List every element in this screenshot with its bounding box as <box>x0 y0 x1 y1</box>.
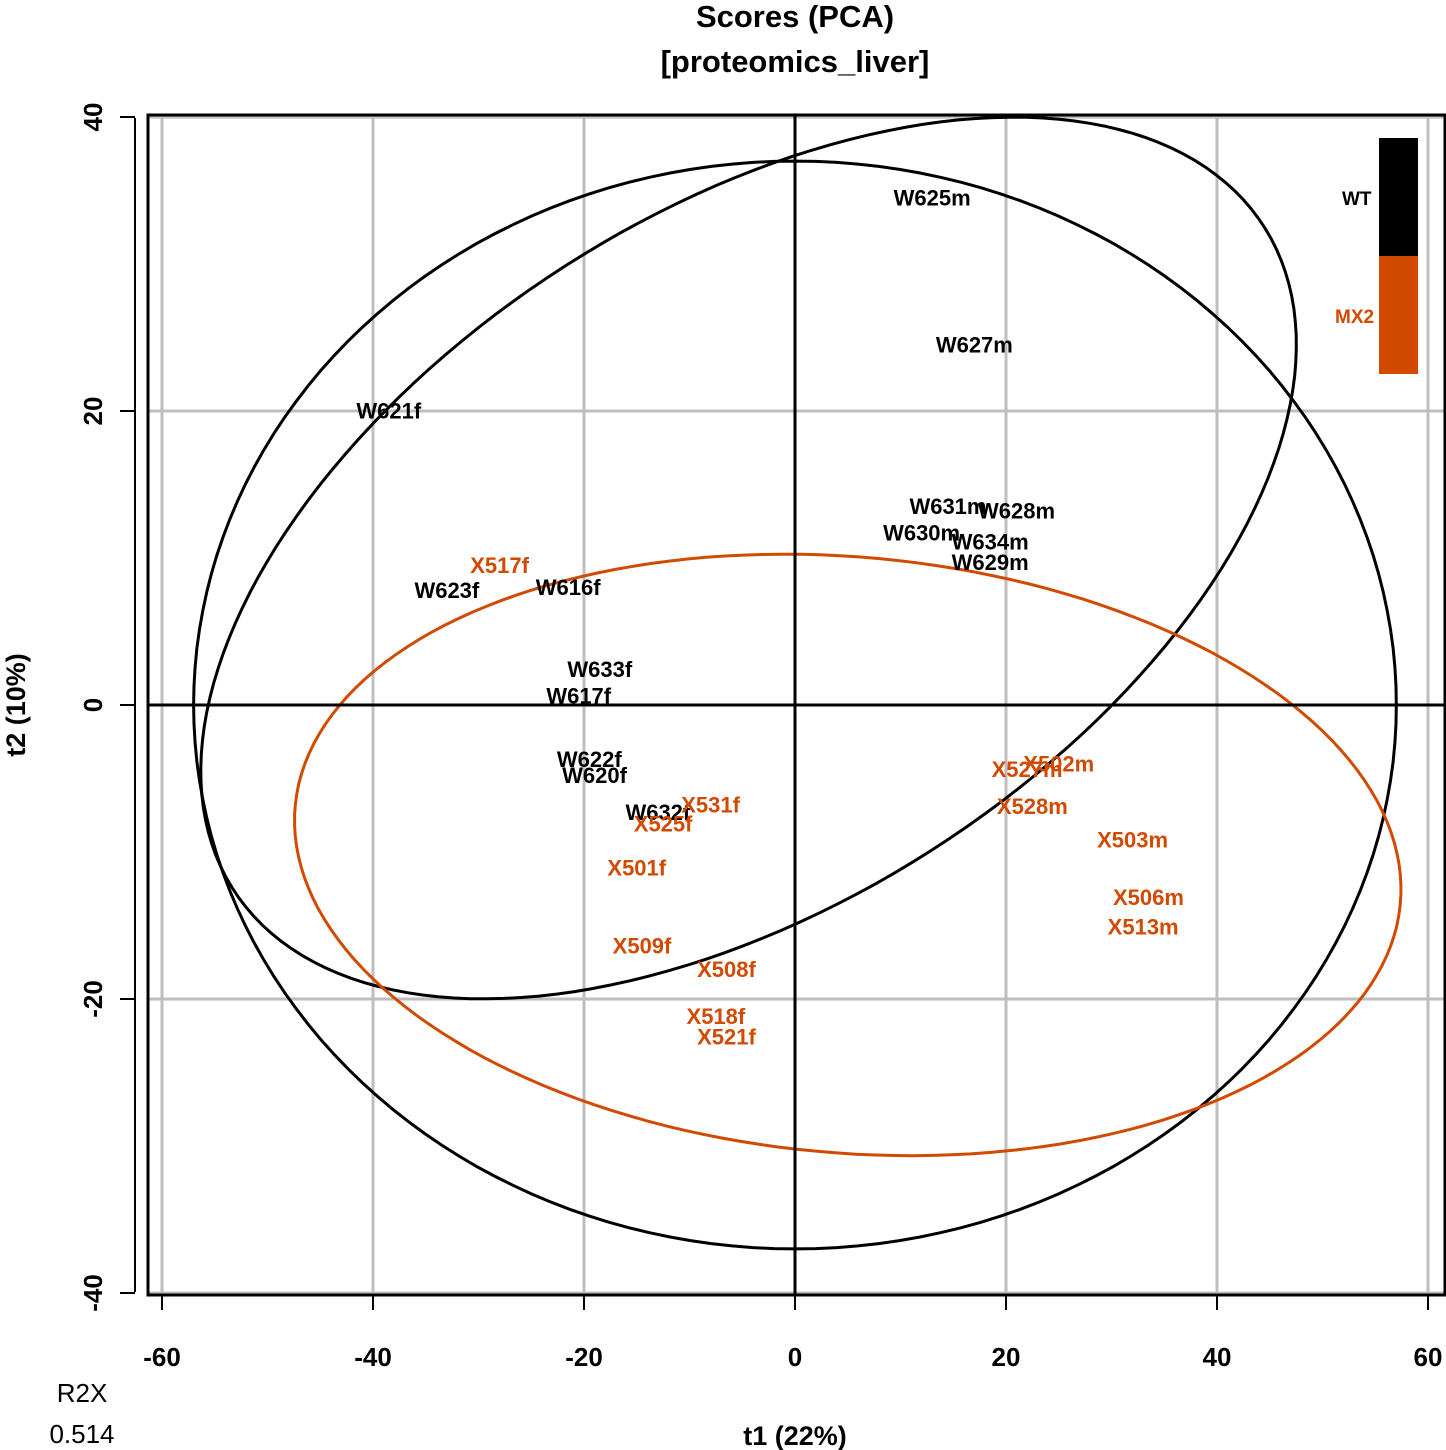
score-point-x517f: X517f <box>470 553 529 578</box>
score-point-x508f: X508f <box>697 957 756 982</box>
x-tick-label: 40 <box>1203 1342 1232 1372</box>
y-tick-label: 0 <box>78 698 108 712</box>
x-tick-label: 60 <box>1414 1342 1443 1372</box>
r2x-label: R2X <box>57 1378 108 1408</box>
x-tick-label: 0 <box>788 1342 802 1372</box>
score-point-w622f: W622f <box>557 747 622 772</box>
score-point-x501f: X501f <box>607 856 666 881</box>
score-point-x528m: X528m <box>997 794 1068 819</box>
score-point-w631m: W631m <box>909 494 986 519</box>
axis-ticks: -60 -40 -20 0 20 40 60 40 20 0 -20 -40 <box>78 103 1442 1372</box>
score-point-w628m: W628m <box>978 498 1055 523</box>
confidence-ellipses <box>192 115 1403 1251</box>
score-point-x521f: X521f <box>697 1025 756 1050</box>
score-point-x525f: X525f <box>634 812 693 837</box>
score-point-w629m: W629m <box>952 550 1029 575</box>
score-point-w616f: W616f <box>536 575 601 600</box>
score-point-w634m: W634m <box>952 529 1029 554</box>
score-point-x506m: X506m <box>1113 885 1184 910</box>
y-tick-label: -40 <box>78 1274 108 1312</box>
y-tick-label: 20 <box>78 397 108 426</box>
x-tick-label: -60 <box>143 1342 181 1372</box>
axes <box>134 113 1446 1297</box>
score-point-w620f: W620f <box>562 763 627 788</box>
chart-subtitle: [proteomics_liver] <box>661 44 930 79</box>
y-tick-label: -20 <box>78 980 108 1018</box>
legend-label-mx2: MX2 <box>1335 307 1374 328</box>
score-point-x531f: X531f <box>681 792 740 817</box>
r2x-value: 0.514 <box>49 1419 114 1449</box>
score-point-x513m: X513m <box>1108 914 1179 939</box>
score-point-x502m: X502m <box>1023 751 1094 776</box>
score-point-x503m: X503m <box>1097 828 1168 853</box>
ellipse-mx2 <box>293 552 1403 1158</box>
score-point-w630m: W630m <box>883 521 960 546</box>
ellipse-wt <box>199 115 1298 1001</box>
legend-swatch-wt <box>1379 138 1418 256</box>
legend-label-wt: WT <box>1342 189 1372 210</box>
x-tick-label: 20 <box>992 1342 1021 1372</box>
x-tick-label: -20 <box>565 1342 603 1372</box>
y-axis-title: t2 (10%) <box>1 653 31 757</box>
score-point-w623f: W623f <box>414 578 479 603</box>
score-point-w625m: W625m <box>894 185 971 210</box>
chart-title: Scores (PCA) <box>696 0 894 34</box>
legend: WT MX2 <box>1335 138 1418 374</box>
score-point-w617f: W617f <box>546 684 611 709</box>
score-point-w633f: W633f <box>567 657 632 682</box>
score-point-x509f: X509f <box>613 934 672 959</box>
score-point-w621f: W621f <box>356 399 421 424</box>
score-point-w627m: W627m <box>936 332 1013 357</box>
x-tick-label: -40 <box>354 1342 392 1372</box>
legend-swatch-mx2 <box>1379 256 1418 374</box>
x-axis-title: t1 (22%) <box>743 1421 847 1450</box>
score-point-x527m: X527m <box>992 757 1063 782</box>
y-tick-label: 40 <box>78 103 108 132</box>
score-point-w632f: W632f <box>625 800 690 825</box>
score-point-x518f: X518f <box>687 1004 746 1029</box>
